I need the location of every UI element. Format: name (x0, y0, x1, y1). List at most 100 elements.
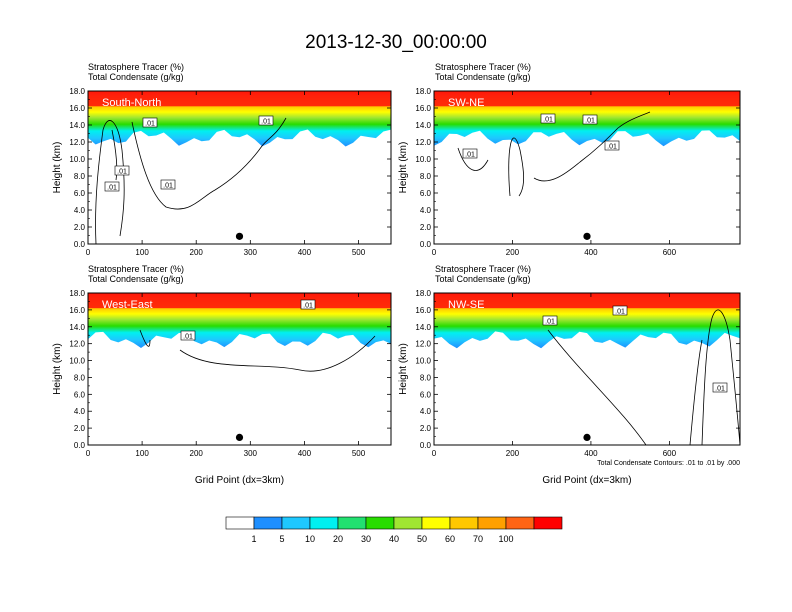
y-tick-label: 2.0 (420, 223, 432, 232)
y-tick-label: 2.0 (74, 424, 86, 433)
x-tick-label: 500 (352, 449, 366, 458)
colorbar-label: 5 (279, 534, 284, 544)
colorbar-cell (421, 516, 451, 530)
y-tick-label: 12.0 (69, 340, 85, 349)
y-tick-label: 10.0 (415, 357, 431, 366)
y-tick-label: 18.0 (415, 289, 431, 298)
y-tick-label: 4.0 (74, 407, 86, 416)
contour-label: .01 (607, 144, 617, 151)
location-marker (235, 232, 244, 240)
condensate-contour (179, 335, 376, 372)
x-tick-label: 300 (244, 449, 258, 458)
contour-label-box (604, 140, 620, 151)
y-tick-label: 2.0 (420, 424, 432, 433)
contour-label-box (160, 179, 176, 190)
contour-label: .01 (615, 309, 625, 316)
tracer-max-band (434, 293, 740, 309)
colorbar-label: 60 (445, 534, 455, 544)
contour-label-box (582, 114, 598, 125)
y-tick-label: 14.0 (69, 323, 85, 332)
y-tick-label: 12.0 (415, 340, 431, 349)
panel-subtitle-tracer: Stratosphere Tracer (%) (435, 264, 531, 274)
panel-west-east: Stratosphere Tracer (%)Total Condensate … (52, 264, 392, 486)
contour-label: .01 (183, 334, 193, 341)
contour-label-box (180, 330, 196, 341)
y-tick-label: 14.0 (415, 323, 431, 332)
contour-label: .01 (543, 117, 553, 124)
location-marker (583, 433, 591, 441)
y-tick-label: 14.0 (69, 121, 85, 130)
x-tick-label: 300 (244, 248, 258, 257)
y-tick-label: 16.0 (415, 306, 431, 315)
contour-label: .01 (545, 319, 555, 326)
x-tick-label: 100 (135, 248, 149, 257)
colorbar-cell (393, 516, 423, 530)
y-axis-label: Height (km) (52, 142, 63, 194)
x-tick-label: 0 (86, 248, 91, 257)
y-tick-label: 6.0 (74, 189, 86, 198)
contour-label: .01 (585, 118, 595, 125)
x-tick-label: 100 (135, 449, 149, 458)
y-tick-label: 16.0 (69, 104, 85, 113)
panel-south-north: Stratosphere Tracer (%)Total Condensate … (52, 62, 392, 257)
panel-label: SW-NE (448, 97, 484, 109)
location-marker (583, 232, 591, 240)
y-tick-label: 12.0 (415, 138, 431, 147)
y-tick-label: 2.0 (74, 223, 86, 232)
x-tick-label: 200 (190, 449, 204, 458)
y-tick-label: 10.0 (69, 155, 85, 164)
panel-subtitle-tracer: Stratosphere Tracer (%) (88, 264, 184, 274)
panel-subtitle-tracer: Stratosphere Tracer (%) (88, 62, 184, 72)
y-tick-label: 6.0 (420, 189, 432, 198)
condensate-contour (547, 329, 647, 446)
colorbar-cell (533, 516, 563, 530)
contour-note: Total Condensate Contours: .01 to .01 by… (597, 460, 740, 467)
y-tick-label: 6.0 (420, 390, 432, 399)
y-tick-label: 8.0 (420, 373, 432, 382)
y-tick-label: 8.0 (420, 172, 432, 181)
condensate-contour (131, 117, 287, 210)
colorbar-cell (225, 516, 255, 530)
condensate-contour (689, 339, 703, 446)
condensate-contour (457, 147, 489, 171)
contour-label-box (612, 305, 628, 316)
contour-label-box (104, 181, 120, 192)
y-axis-label: Height (km) (398, 142, 409, 194)
y-axis-label: Height (km) (52, 343, 63, 395)
x-tick-label: 400 (298, 248, 312, 257)
contour-label: .01 (715, 386, 725, 393)
colorbar-label: 10 (305, 534, 315, 544)
contour-label: .01 (261, 119, 271, 126)
y-tick-label: 0.0 (420, 240, 432, 249)
location-marker (235, 433, 244, 441)
y-tick-label: 6.0 (74, 390, 86, 399)
panel-subtitle-condensate: Total Condensate (g/kg) (435, 274, 531, 284)
y-axis-label: Height (km) (398, 343, 409, 395)
contour-label: .01 (107, 185, 117, 192)
colorbar-cell (253, 516, 283, 530)
colorbar-cell (281, 516, 311, 530)
colorbar-cell (449, 516, 479, 530)
x-tick-label: 200 (506, 248, 520, 257)
y-tick-label: 16.0 (69, 306, 85, 315)
colorbar-label: 1 (251, 534, 256, 544)
panel-nw-se: Stratosphere Tracer (%)Total Condensate … (398, 264, 741, 486)
x-tick-label: 500 (352, 248, 366, 257)
panel-label: South-North (102, 97, 161, 109)
condensate-contour (111, 129, 118, 181)
colorbar-cell (365, 516, 395, 530)
colorbar-label: 70 (473, 534, 483, 544)
colorbar-label: 100 (498, 534, 513, 544)
contour-label-box (114, 165, 130, 176)
y-tick-label: 12.0 (69, 138, 85, 147)
x-tick-label: 0 (432, 248, 437, 257)
y-tick-label: 8.0 (74, 373, 86, 382)
y-tick-label: 4.0 (420, 407, 432, 416)
contour-label: .01 (465, 152, 475, 159)
colorbar-cell (505, 516, 535, 530)
y-tick-label: 10.0 (415, 155, 431, 164)
panel-label: NW-SE (448, 299, 484, 311)
x-axis-label: Grid Point (dx=3km) (195, 475, 284, 486)
contour-label: .01 (303, 303, 313, 310)
x-tick-label: 400 (298, 449, 312, 458)
